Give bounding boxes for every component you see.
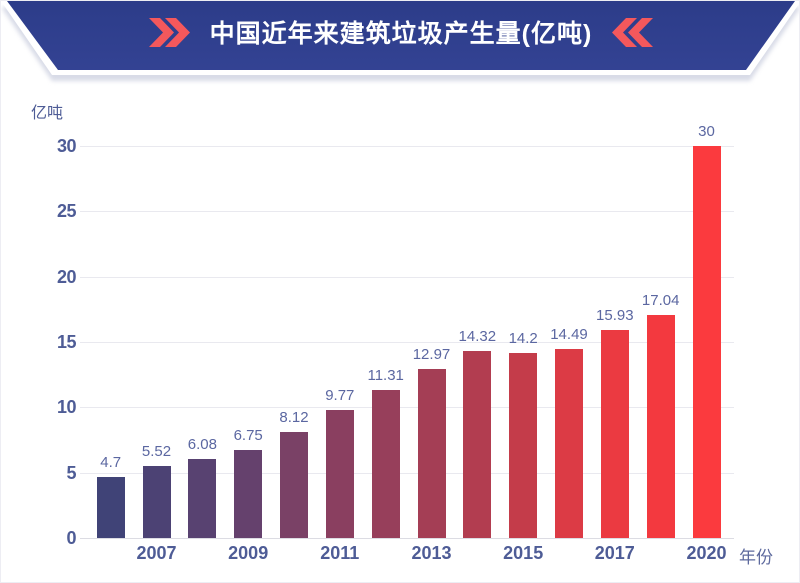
bar-value-label: 30 <box>698 123 715 140</box>
bar-index-10 <box>555 348 583 538</box>
bar-index-12 <box>646 315 675 538</box>
x-tick-label-2015: 2015 <box>503 543 544 563</box>
y-tick-label-10: 10 <box>56 397 77 418</box>
gridline-y15 <box>80 342 734 343</box>
bar-2013 <box>417 368 446 538</box>
bar-value-label: 14.49 <box>550 325 588 343</box>
y-axis-unit-label: 亿吨 <box>31 105 64 122</box>
bar-index-6 <box>371 390 400 538</box>
bar-value-label: 5.52 <box>141 442 172 460</box>
bar-index-8 <box>463 350 492 538</box>
bar-index-2 <box>188 458 217 538</box>
y-tick-label-20: 20 <box>56 266 77 287</box>
title-banner: 中国近年来建筑垃圾产生量(亿吨) <box>1 1 799 83</box>
gridline-y10 <box>80 407 734 409</box>
bar-2017 <box>600 329 629 538</box>
banner-content: 中国近年来建筑垃圾产生量(亿吨) <box>1 16 799 48</box>
chart-title: 中国近年来建筑垃圾产生量(亿吨) <box>209 20 593 48</box>
gridline-y20 <box>80 276 734 278</box>
x-tick-label-2009: 2009 <box>228 543 269 563</box>
bar-value-label: 14.2 <box>508 329 538 347</box>
bar-value-label: 6.75 <box>233 426 263 444</box>
bar-2011 <box>325 410 354 538</box>
double-angle-right-icon <box>148 17 190 47</box>
y-tick-label-25: 25 <box>56 201 77 222</box>
bar-2015 <box>509 352 538 538</box>
x-tick-label-2011: 2011 <box>320 543 360 563</box>
gridline-y5 <box>80 472 734 474</box>
bar-value-label: 11.31 <box>367 367 404 385</box>
y-tick-label-0: 0 <box>66 528 76 548</box>
gridline-y30 <box>80 146 734 147</box>
bar-value-label: 15.93 <box>596 306 634 324</box>
gridline-y25 <box>80 211 734 213</box>
x-axis-unit-label: 年份 <box>739 548 773 567</box>
x-tick-label-2020: 2020 <box>686 543 727 563</box>
y-tick-label-5: 5 <box>66 462 76 483</box>
y-tick-label-15: 15 <box>56 332 77 352</box>
bar-2009 <box>234 449 263 538</box>
x-tick-label-2013: 2013 <box>411 543 452 563</box>
bar-index-0 <box>96 476 125 538</box>
bar-index-4 <box>280 431 308 538</box>
bar-value-label: 6.08 <box>187 435 217 453</box>
x-tick-label-2017: 2017 <box>594 543 635 563</box>
double-angle-left-icon <box>612 17 654 47</box>
bar-2007 <box>142 465 171 538</box>
banner-background <box>7 1 795 70</box>
bar-value-label: 4.7 <box>100 453 122 471</box>
bar-value-label: 12.97 <box>412 345 451 363</box>
y-tick-label-30: 30 <box>56 136 77 156</box>
x-tick-label-2007: 2007 <box>136 543 177 563</box>
bar-value-label: 9.77 <box>325 387 355 405</box>
bar-value-label: 17.04 <box>641 292 680 310</box>
bar-value-label: 14.32 <box>458 327 497 345</box>
bar-value-label: 8.12 <box>279 408 309 426</box>
bar-2020 <box>692 146 721 538</box>
gridline-y0 <box>80 538 734 539</box>
